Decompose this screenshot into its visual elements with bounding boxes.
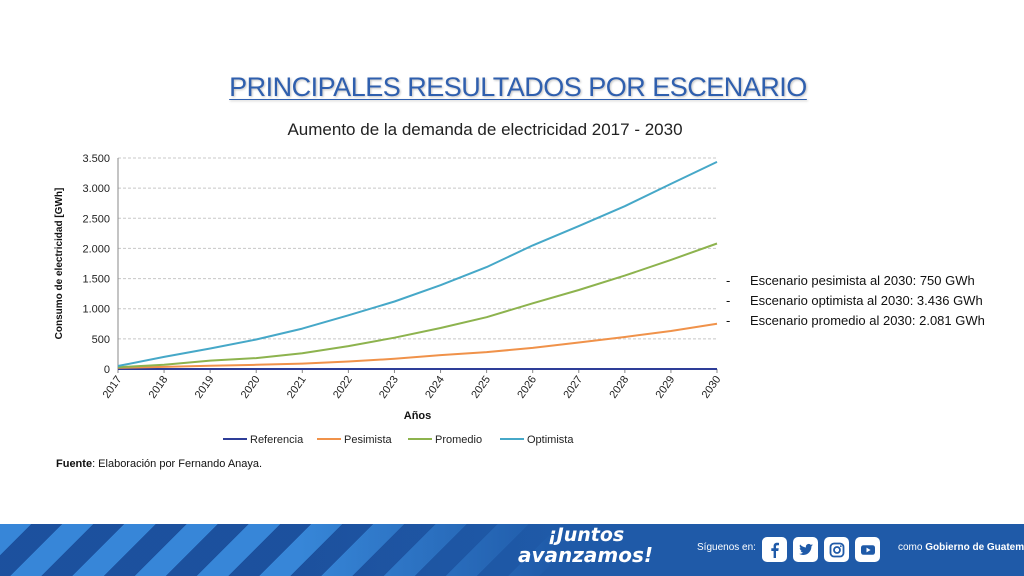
x-tick-label: 2023 [377, 374, 401, 401]
handle-prefix: como [898, 542, 923, 553]
government-handle: como Gobierno de Guatemala [898, 542, 1024, 553]
note-promedio: - Escenario promedio al 2030: 2.081 GWh [726, 311, 985, 331]
social-icons [762, 537, 880, 562]
x-tick-label: 2026 [515, 374, 539, 401]
scenario-notes: - Escenario pesimista al 2030: 750 GWh - E… [726, 271, 985, 331]
y-tick-label: 500 [92, 334, 110, 346]
y-tick-label: 1.000 [82, 304, 110, 316]
x-tick-label: 2025 [469, 374, 493, 401]
y-tick-label: 2.500 [82, 213, 110, 225]
legend-label-referencia: Referencia [250, 434, 304, 446]
y-tick-label: 3.000 [82, 183, 110, 195]
x-tick-label: 2030 [700, 374, 724, 401]
source-note: Fuente: Elaboración por Fernando Anaya. [56, 458, 262, 470]
slogan-line2: avanzamos! [518, 543, 654, 567]
footer-bar: ¡Juntos avanzamos! Síguenos en: como Gob… [0, 524, 1024, 576]
note-dash: - [726, 293, 731, 308]
note-pesimista: - Escenario pesimista al 2030: 750 GWh [726, 271, 985, 291]
legend-label-promedio: Promedio [435, 434, 482, 446]
x-tick-label: 2018 [147, 374, 171, 401]
instagram-icon[interactable] [824, 537, 849, 562]
note-dash: - [726, 313, 731, 328]
x-tick-label: 2019 [193, 374, 217, 401]
note-dash: - [726, 273, 731, 288]
demand-line-chart: 0 500 1.000 1.500 2.000 2.500 3.000 3.500 2017 20… [54, 153, 724, 446]
source-text: : Elaboración por Fernando Anaya. [92, 458, 263, 470]
handle-name: Gobierno de Guatemala [925, 542, 1024, 553]
footer-decoration-fade [300, 524, 560, 576]
x-axis-title: Años [404, 410, 432, 422]
note-pesimista-text: Escenario pesimista al 2030: 750 GWh [750, 273, 975, 288]
series-line-pesimista [117, 322, 718, 369]
x-tick-label: 2021 [285, 374, 309, 401]
legend-label-optimista: Optimista [527, 434, 574, 446]
x-tick-label: 2029 [654, 374, 678, 401]
twitter-icon[interactable] [793, 537, 818, 562]
x-tick-label: 2027 [561, 374, 585, 401]
slogan-logo: ¡Juntos avanzamos! [518, 525, 668, 565]
facebook-icon[interactable] [762, 537, 787, 562]
x-tick-label: 2028 [607, 374, 631, 401]
legend-label-pesimista: Pesimista [344, 434, 393, 446]
y-tick-label: 1.500 [82, 274, 110, 286]
note-promedio-text: Escenario promedio al 2030: 2.081 GWh [750, 313, 985, 328]
y-tick-label: 2.000 [82, 243, 110, 255]
y-tick-label: 0 [104, 364, 110, 376]
x-tick-label: 2022 [331, 374, 355, 401]
note-optimista-text: Escenario optimista al 2030: 3.436 GWh [750, 293, 983, 308]
follow-label: Síguenos en: [697, 542, 756, 553]
x-tick-label: 2017 [101, 374, 125, 401]
y-tick-label: 3.500 [82, 153, 110, 165]
youtube-icon[interactable] [855, 537, 880, 562]
source-label: Fuente [56, 458, 93, 470]
note-optimista: - Escenario optimista al 2030: 3.436 GWh [726, 291, 985, 311]
x-tick-label: 2024 [423, 374, 447, 401]
series-line-optimista [117, 160, 718, 367]
slogan-line1: ¡Juntos [548, 524, 625, 546]
page-title: PRINCIPALES RESULTADOS POR ESCENARIO [229, 72, 807, 102]
y-axis-title: Consumo de electricidad [GWh] [54, 188, 65, 340]
chart-title: Aumento de la demanda de electricidad 20… [287, 120, 683, 139]
series-line-promedio [117, 242, 718, 369]
x-tick-label: 2020 [239, 374, 263, 401]
